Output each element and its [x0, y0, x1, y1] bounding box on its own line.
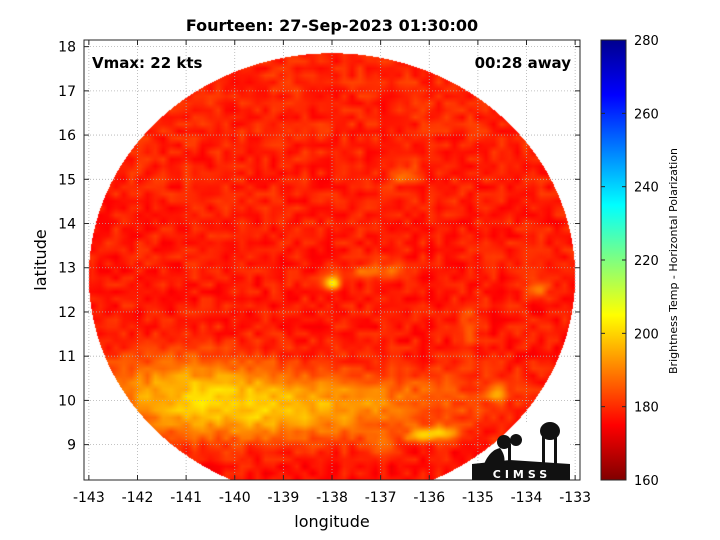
cimss-logo-text: CIMSS	[493, 468, 551, 481]
colorbar-tick-label: 220	[634, 254, 659, 269]
x-tick-label: -135	[462, 490, 494, 506]
colorbar-tick-label: 180	[634, 401, 659, 416]
y-tick-label: 17	[58, 84, 76, 100]
colorbar	[600, 39, 627, 481]
y-tick-label: 16	[58, 128, 76, 144]
y-tick-label: 15	[58, 172, 76, 188]
y-axis-ticks: 9 10 11 12 13 14 15 16 17 18	[58, 40, 580, 454]
colorbar-tick-label: 260	[634, 107, 659, 122]
x-tick-label: -137	[365, 490, 397, 506]
x-tick-label: -136	[413, 490, 445, 506]
colorbar-ticks: 160 180 200 220 240 260 280	[601, 34, 659, 489]
y-tick-label: 14	[58, 217, 76, 233]
chart-title: Fourteen: 27-Sep-2023 01:30:00	[186, 16, 478, 35]
y-tick-label: 9	[67, 438, 76, 454]
colorbar-tick-label: 200	[634, 327, 659, 342]
x-tick-label: -141	[170, 490, 202, 506]
x-axis-label: longitude	[294, 512, 369, 531]
x-tick-label: -143	[73, 490, 105, 506]
x-tick-label: -134	[511, 490, 543, 506]
y-tick-label: 11	[58, 349, 76, 365]
y-tick-label: 10	[58, 393, 76, 409]
plot-area	[84, 40, 580, 480]
y-tick-label: 13	[58, 261, 76, 277]
y-tick-label: 18	[58, 40, 76, 56]
x-tick-label: -133	[559, 490, 591, 506]
x-axis-ticks: -143 -142 -141 -140 -139 -138 -137 -136 -135 -134…	[73, 40, 591, 506]
x-tick-label: -138	[316, 490, 348, 506]
x-tick-label: -142	[122, 490, 154, 506]
vmax-annotation: Vmax: 22 kts	[92, 54, 202, 72]
colorbar-tick-label: 160	[634, 474, 659, 489]
colorbar-tick-label: 280	[634, 34, 659, 49]
grid-lines	[84, 40, 580, 480]
colorbar-label: Brightness Temp - Horizontal Polarizatio…	[667, 148, 680, 374]
y-tick-label: 12	[58, 305, 76, 321]
x-tick-label: -139	[267, 490, 299, 506]
x-tick-label: -140	[219, 490, 251, 506]
cimss-logo: CIMSS	[472, 417, 570, 481]
time-offset-annotation: 00:28 away	[475, 54, 572, 72]
colorbar-tick-label: 240	[634, 181, 659, 196]
y-axis-label: latitude	[31, 229, 50, 290]
